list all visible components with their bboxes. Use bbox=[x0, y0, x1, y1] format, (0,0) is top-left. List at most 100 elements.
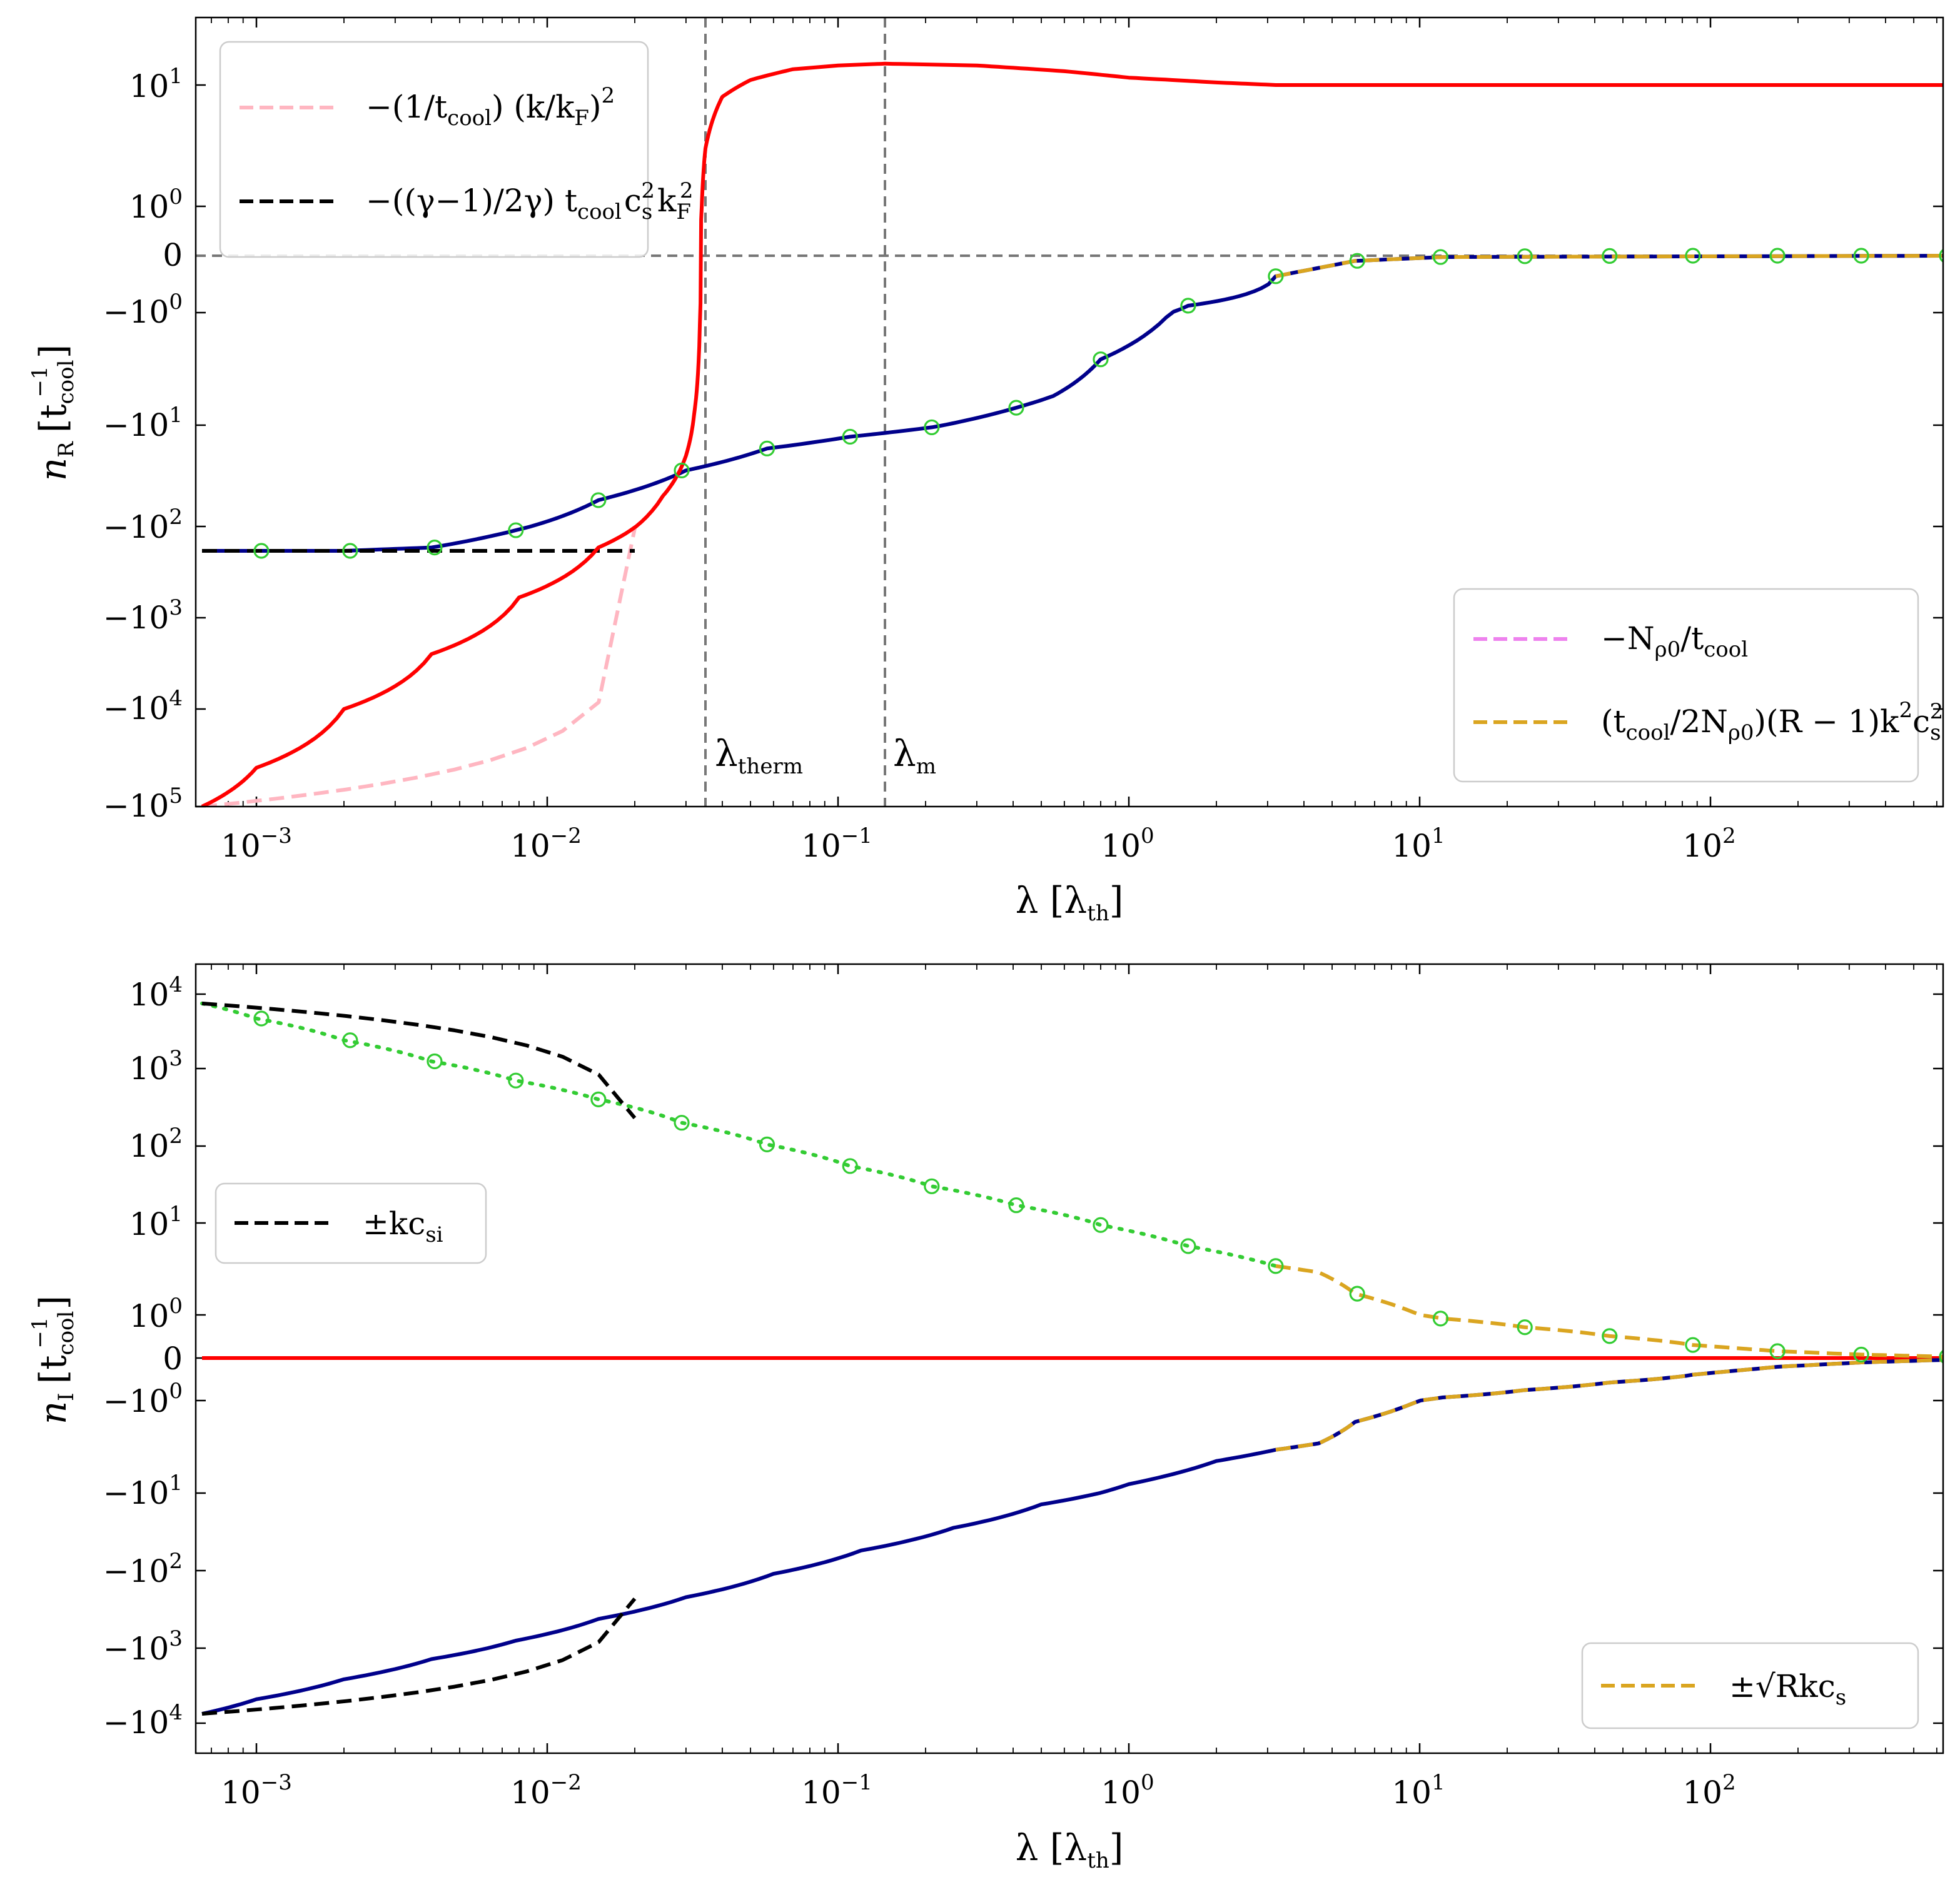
bottom-xtick-label: 102 bbox=[1682, 1770, 1735, 1811]
legend-label-buoyancy: −Nρ0/tcool bbox=[1601, 620, 1748, 662]
data-point-marker bbox=[1853, 1346, 1869, 1363]
top-ytick-label: −104 bbox=[103, 686, 183, 727]
bottom-ylabel: nI[tcool−1] bbox=[28, 1296, 79, 1424]
bottom-ytick-label: 0 bbox=[163, 1341, 183, 1377]
bottom-ytick-label: 100 bbox=[129, 1294, 183, 1334]
data-point-marker bbox=[427, 540, 443, 556]
top-ytick-label: −105 bbox=[103, 783, 183, 824]
bottom-ytick-label: 103 bbox=[129, 1046, 183, 1087]
data-point-marker bbox=[1939, 248, 1943, 263]
data-point-marker bbox=[1517, 1319, 1533, 1336]
data-point-marker bbox=[590, 492, 607, 508]
series-line-thermal-mode-red bbox=[201, 61, 1943, 807]
top-xtick-label: 10−3 bbox=[221, 823, 292, 864]
legend-box bbox=[215, 1182, 487, 1264]
data-point-marker bbox=[342, 1032, 358, 1049]
data-point-marker bbox=[1685, 248, 1701, 264]
top-xlabel: λ [λth] bbox=[1016, 879, 1124, 926]
bottom-ytick-label: −103 bbox=[103, 1626, 183, 1667]
data-point-marker bbox=[1093, 351, 1109, 368]
data-point-marker bbox=[1602, 248, 1618, 264]
bottom-right-legend: ±√Rkcs bbox=[1581, 1642, 1919, 1729]
data-point-marker bbox=[1008, 400, 1024, 416]
data-point-marker bbox=[1180, 1238, 1196, 1254]
data-point-marker bbox=[1517, 248, 1533, 264]
legend-box bbox=[1453, 588, 1919, 783]
bottom-ytick-label: −101 bbox=[103, 1471, 183, 1511]
top-right-legend: −Nρ0/tcool (tcool/2Nρ0)(R − 1)k2cs2 bbox=[1453, 588, 1943, 783]
data-point-marker bbox=[842, 428, 858, 445]
data-point-marker bbox=[1685, 1337, 1701, 1353]
data-point-marker bbox=[253, 543, 270, 559]
legend-box bbox=[1581, 1642, 1919, 1729]
data-point-marker bbox=[1853, 248, 1869, 264]
legend-label-sound-speed: ±√Rkcs bbox=[1729, 1668, 1846, 1710]
top-tick-marks bbox=[196, 18, 1943, 808]
bottom-left-legend: ±kcsi bbox=[215, 1182, 487, 1264]
bottom-ytick-label: 104 bbox=[129, 972, 183, 1013]
top-ytick-label: −100 bbox=[103, 289, 183, 330]
bottom-ytick-label: −104 bbox=[103, 1700, 183, 1741]
series-line-r-k-c-s-negative bbox=[1275, 1358, 1943, 1452]
data-point-marker bbox=[759, 1136, 775, 1152]
data-point-marker bbox=[674, 462, 690, 479]
top-ytick-label: 100 bbox=[129, 184, 183, 225]
data-point-marker bbox=[924, 1178, 940, 1194]
top-left-legend: −(1/tcool) (k/kF)2 −((γ−1)/2γ) tcoolcs2k… bbox=[219, 41, 694, 258]
bottom-panel: 104 103 102 101 100 0 −100 −101 −102 −10… bbox=[28, 963, 1944, 1873]
bottom-xlabel: λ [λth] bbox=[1016, 1826, 1124, 1873]
data-point-marker bbox=[1432, 1311, 1449, 1327]
bottom-ytick-label: −102 bbox=[103, 1549, 183, 1589]
data-point-marker bbox=[842, 1158, 858, 1174]
data-point-marker bbox=[1349, 253, 1365, 269]
data-point-marker bbox=[1180, 298, 1196, 314]
top-xtick-label: 10−1 bbox=[801, 823, 872, 864]
bottom-xtick-label: 10−2 bbox=[510, 1770, 582, 1811]
data-point-marker bbox=[1432, 249, 1449, 265]
data-point-marker bbox=[508, 522, 524, 538]
top-ytick-label: 101 bbox=[129, 64, 183, 104]
bottom-xtick-label: 100 bbox=[1101, 1770, 1154, 1811]
bottom-xtick-label: 10−3 bbox=[221, 1770, 292, 1811]
data-point-marker bbox=[1268, 1258, 1284, 1274]
data-point-marker bbox=[924, 419, 940, 436]
data-point-marker bbox=[342, 543, 358, 559]
legend-box bbox=[219, 41, 649, 258]
top-ytick-label: −101 bbox=[103, 403, 183, 443]
top-ytick-label: −103 bbox=[103, 595, 183, 636]
legend-label-acoustic-damping: (tcool/2Nρ0)(R − 1)k2cs2 bbox=[1601, 698, 1943, 745]
series-line-k-c-si bbox=[201, 1001, 637, 1120]
data-point-marker bbox=[1008, 1197, 1024, 1214]
series-line-k-c-si-negative bbox=[201, 1597, 637, 1716]
series-line-t-cool-2n-0-r-1-k-2-c-s-2 bbox=[1275, 254, 1943, 278]
legend-label-isothermal-sound: ±kcsi bbox=[363, 1205, 443, 1247]
top-data-layer bbox=[196, 18, 1943, 807]
bottom-ytick-label: 101 bbox=[129, 1202, 183, 1242]
series-line-r-k-c-s bbox=[1275, 1264, 1943, 1359]
top-xtick-label: 10−2 bbox=[510, 823, 582, 864]
top-frame bbox=[194, 16, 1944, 808]
bottom-data-layer bbox=[200, 1001, 1943, 1716]
top-xtick-label: 101 bbox=[1392, 823, 1445, 864]
data-point-marker bbox=[1349, 1286, 1365, 1302]
legend-label-viscous: −(1/tcool) (k/kF)2 bbox=[366, 83, 615, 131]
bottom-xtick-label: 101 bbox=[1392, 1770, 1445, 1811]
series-line-1-t-cool-k-k-f-2 bbox=[201, 528, 637, 807]
data-point-marker bbox=[1093, 1217, 1109, 1233]
top-ytick-label: −102 bbox=[103, 505, 183, 545]
data-point-marker bbox=[508, 1072, 524, 1089]
data-point-marker bbox=[253, 1010, 270, 1027]
bottom-xtick-label: 10−1 bbox=[801, 1770, 872, 1811]
bottom-tick-marks bbox=[196, 964, 1943, 1753]
bottom-ytick-label: −100 bbox=[103, 1379, 183, 1419]
top-panel: 101 100 0 −100 −101 −102 −103 −104 −105 … bbox=[28, 16, 1944, 926]
data-point-marker bbox=[674, 1115, 690, 1131]
top-ylabel: nR[tcool−1] bbox=[28, 345, 79, 481]
top-xtick-label: 100 bbox=[1101, 823, 1154, 864]
legend-label-conductive: −((γ−1)/2γ) tcoolcs2kF2 bbox=[366, 178, 694, 224]
bottom-frame bbox=[194, 963, 1944, 1754]
data-point-marker bbox=[427, 1053, 443, 1070]
bottom-ytick-label: 102 bbox=[129, 1124, 183, 1164]
data-point-marker bbox=[1769, 248, 1786, 264]
